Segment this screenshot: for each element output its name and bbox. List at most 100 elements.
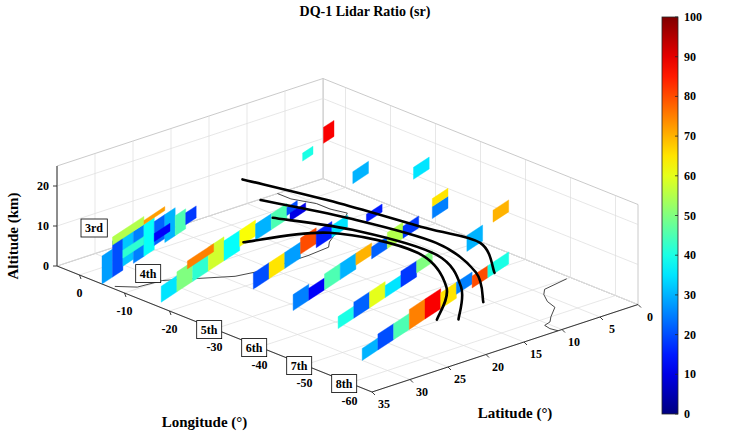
lidar-cell [175,209,186,236]
grid-line [285,91,286,191]
lidar-cell [253,263,269,289]
lidar-cell [161,276,177,302]
colorbar-tick [675,56,678,57]
lidar-cell [325,264,341,290]
track-curtain [338,188,448,328]
trajectory [261,200,484,302]
title: DQ-1 Lidar Ratio (sr) [300,4,431,20]
y-tick-label: 15 [530,347,542,361]
grid-line [323,139,638,265]
y-tick-label: 20 [492,360,504,374]
colorbar-tick [675,255,678,256]
track-curtain [253,161,368,289]
lidar-cell [385,275,401,297]
colorbar-tick-label: 40 [684,248,696,262]
lidar-cell [340,253,356,279]
lidar-cell [271,203,287,229]
lidar-cell [409,299,425,329]
track-label-box [136,265,161,283]
grid-line [345,88,346,188]
grid-line [525,160,526,260]
x-tick-label: -60 [342,394,358,408]
track-curtain [161,120,334,302]
lidar-cell [338,306,354,328]
track-label-box [81,219,107,237]
tick [524,342,527,345]
colorbar-tick [675,294,678,295]
grid-line [209,116,210,216]
z-tick-label: 20 [37,179,49,193]
track-label-box [287,357,312,375]
colorbar-tick-label: 0 [684,407,690,421]
y-axis-title: Latitude (°) [478,405,553,422]
colorbar-tick-label: 90 [684,50,696,64]
colorbar-tick [675,136,678,137]
colorbar-tick [675,334,678,335]
lidar-cell [354,292,370,318]
tick [80,275,82,279]
y-tick-label: 10 [568,335,580,349]
z-axis [57,166,58,266]
lidar-cell [224,231,240,261]
lidar-cell [186,206,197,225]
colorbar-tick-label: 70 [684,129,696,143]
x-tick-label: 0 [77,286,83,300]
lidar-cell [378,324,394,350]
tick-labels: 0-10-20-30-40-50-600510152025303501020 [37,179,653,411]
colorbar-tick-label: 30 [684,288,696,302]
tick [448,367,451,370]
lidar-cell [293,284,309,310]
colorbar-tick-label: 50 [684,209,696,223]
lidar-cell [370,282,386,308]
tick [170,311,172,315]
lidar-cell [324,120,335,143]
grid-line [133,241,448,367]
tick [562,330,565,333]
chart: DQ-1 Lidar Ratio (sr)0-10-20-30-40-50-60… [0,0,731,439]
z-axis-title: Altitude (km) [5,192,22,279]
lidar-cell [187,244,213,269]
colorbar-tick [675,215,678,216]
track-label: 5th [201,323,218,337]
lidar-cell [269,253,285,279]
grid-line [615,196,616,296]
track-curtain [362,200,509,361]
track-label: 8th [336,377,353,391]
grid-line [95,154,96,254]
lidar-cell [154,223,170,241]
track-labels: 3rd4th5th6th7th8th [81,219,357,393]
grid-line [305,278,571,366]
grid [57,79,638,393]
y-tick-label: 25 [454,372,466,386]
grid-line [570,178,571,278]
lidar-cell [309,278,325,300]
tick [53,186,57,187]
y-tick-label: 30 [416,385,428,399]
tick [600,317,603,320]
tick [125,293,127,297]
grid-line [57,179,323,267]
colorbar-tick [675,414,678,415]
colorbar-tick-label: 10 [684,367,696,381]
colorbar [662,17,678,414]
track-label: 7th [291,359,308,373]
lidar-cell [353,161,369,183]
side-wall [57,79,323,267]
lidar-cell [113,216,144,245]
lidar-cell [432,188,448,206]
grid-line [57,166,58,266]
coastline [544,279,567,331]
colorbar-tick [675,96,678,97]
y-tick-label: 35 [378,397,390,411]
y-tick-label: 5 [609,322,615,336]
track-label: 3rd [85,221,103,235]
axes-box [57,79,638,393]
lidar-cell [414,157,430,179]
grid-line [247,104,248,204]
tick [53,266,57,267]
grid-line [215,242,481,330]
tick [53,226,57,227]
track-label-box [332,375,357,393]
lidar-cell [493,200,509,222]
x-tick-label: -50 [297,376,313,390]
